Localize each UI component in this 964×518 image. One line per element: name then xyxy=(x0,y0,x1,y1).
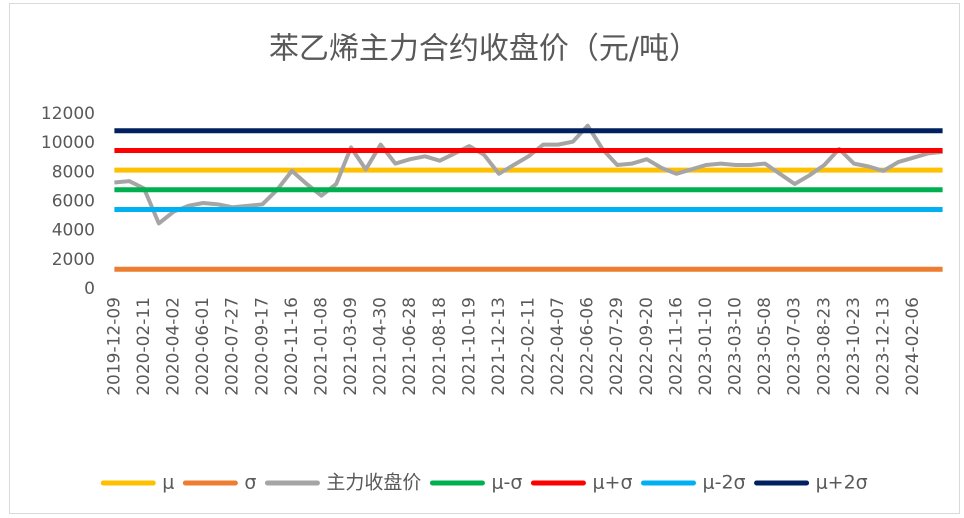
x-tick-label: 2023-07-03 xyxy=(785,297,805,396)
x-tick-label: 2023-12-13 xyxy=(873,297,893,396)
x-tick-label: 2019-12-09 xyxy=(104,297,124,396)
x-tick-label: 2023-05-08 xyxy=(755,297,775,396)
x-tick-label: 2021-04-30 xyxy=(371,297,391,396)
legend-label: μ+σ xyxy=(592,472,632,494)
y-tick-label: 0 xyxy=(84,279,95,299)
x-tick-label: 2021-08-18 xyxy=(430,297,450,396)
x-tick-label: 2020-09-17 xyxy=(252,297,272,396)
x-tick-label: 2022-09-20 xyxy=(637,297,657,396)
x-tick-label: 2020-11-16 xyxy=(282,297,302,396)
y-tick-label: 4000 xyxy=(52,221,95,241)
x-tick-label: 2022-04-07 xyxy=(548,297,568,396)
x-tick-label: 2020-02-11 xyxy=(134,297,154,396)
x-tick-label: 2020-06-01 xyxy=(193,297,213,396)
x-tick-label: 2021-10-19 xyxy=(459,297,479,396)
y-tick-label: 6000 xyxy=(52,192,95,212)
x-tick-label: 2022-11-16 xyxy=(666,297,686,396)
chart-border xyxy=(9,3,960,514)
x-tick-label: 2023-08-23 xyxy=(814,297,834,396)
y-tick-label: 2000 xyxy=(52,250,95,270)
legend-label: 主力收盘价 xyxy=(326,472,421,494)
series-line xyxy=(114,123,943,226)
chart-title: 苯乙烯主力合约收盘价（元/吨） xyxy=(269,32,699,67)
x-tick-label: 2022-02-11 xyxy=(519,297,539,396)
x-tick-label: 2021-03-09 xyxy=(341,297,361,396)
legend-label: μ xyxy=(162,472,174,494)
x-tick-label: 2022-06-06 xyxy=(578,297,598,396)
x-tick-label: 2023-01-10 xyxy=(696,297,716,396)
x-tick-label: 2020-04-02 xyxy=(164,297,184,396)
x-tick-label: 2023-03-10 xyxy=(726,297,746,396)
x-tick-label: 2022-07-29 xyxy=(607,297,627,396)
x-tick-label: 2024-02-06 xyxy=(903,297,923,396)
legend-label: μ+2σ xyxy=(816,472,868,494)
x-tick-label: 2021-06-28 xyxy=(400,297,420,396)
legend-label: μ-2σ xyxy=(703,472,746,494)
legend-label: σ xyxy=(244,472,256,494)
x-tick-label: 2020-07-27 xyxy=(223,297,243,396)
x-tick-label: 2021-01-08 xyxy=(311,297,331,396)
x-tick-label: 2021-12-13 xyxy=(489,297,509,396)
y-tick-label: 8000 xyxy=(52,162,95,182)
y-tick-label: 12000 xyxy=(41,104,95,124)
x-tick-label: 2023-10-23 xyxy=(844,297,864,396)
legend-label: μ-σ xyxy=(491,472,522,494)
y-tick-label: 10000 xyxy=(41,133,95,153)
